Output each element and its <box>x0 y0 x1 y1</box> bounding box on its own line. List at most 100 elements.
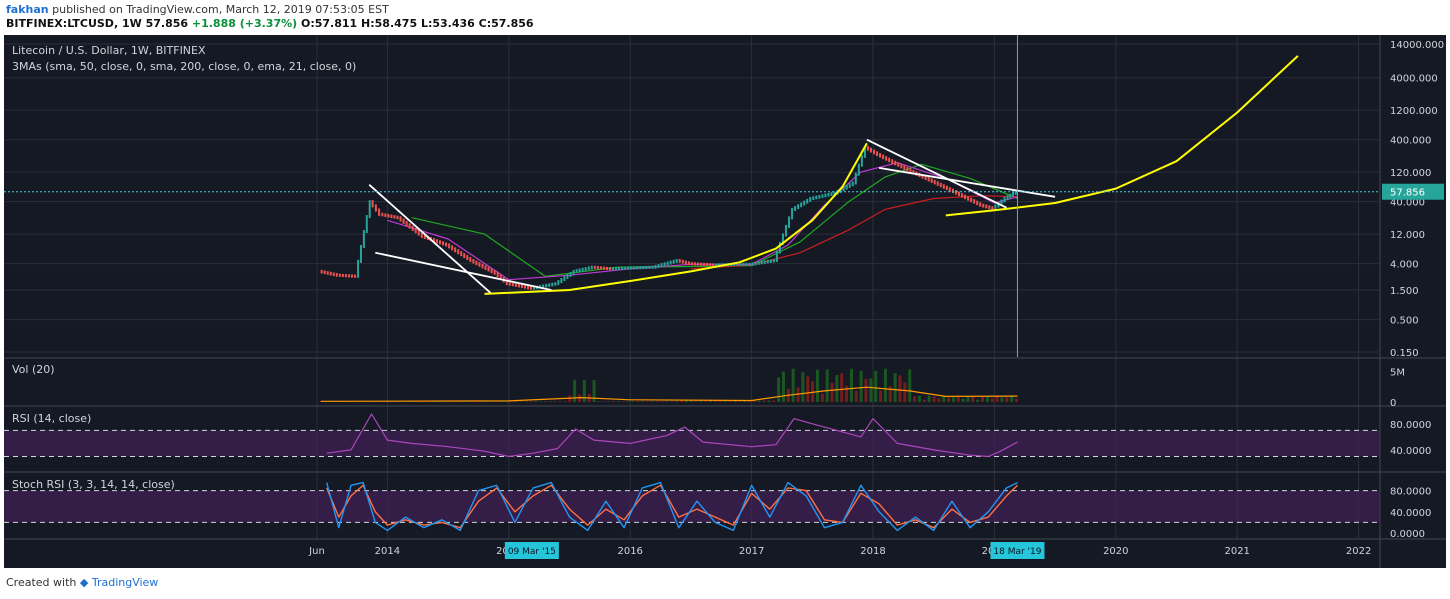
symbol-label: BITFINEX:LTCUSD, 1W <box>6 17 142 30</box>
volume-bar <box>568 395 572 402</box>
author-name[interactable]: fakhan <box>6 3 49 16</box>
price-candle <box>466 255 469 261</box>
price-candle <box>350 274 353 278</box>
price-candle <box>666 261 669 266</box>
volume-bar <box>689 400 693 402</box>
price-candle <box>581 267 584 272</box>
price-candle <box>396 215 399 220</box>
white-trendline <box>375 251 552 291</box>
price-candle <box>566 273 569 280</box>
price-candle <box>921 174 924 179</box>
price-candle <box>435 239 438 244</box>
volume-bar <box>922 399 926 402</box>
price-candle <box>718 263 721 267</box>
price-candle <box>845 184 848 190</box>
volume-bar <box>1005 397 1009 402</box>
volume-bar <box>480 401 484 402</box>
price-candle <box>906 166 909 172</box>
volume-bar <box>670 401 674 402</box>
price-candle <box>590 265 593 270</box>
volume-bar <box>883 368 887 402</box>
change-value: +1.888 (+3.37%) <box>191 17 298 30</box>
volume-bar <box>830 382 834 402</box>
volume-bar <box>811 381 815 402</box>
chart-canvas[interactable]: 14000.000 4000.000 1200.000 400.000 120.000 4… <box>4 35 1446 568</box>
last-price-tick-label: 57.856 <box>1390 188 1425 199</box>
volume-bar <box>777 377 781 402</box>
chart-background <box>4 35 1446 568</box>
price-candle <box>578 268 581 273</box>
price-candle <box>803 200 806 206</box>
price-candle <box>563 276 566 282</box>
volume-bar <box>1010 395 1014 402</box>
price-candle <box>954 190 957 195</box>
volume-bar <box>762 400 766 402</box>
price-candle <box>593 265 596 269</box>
price-candle <box>988 205 991 210</box>
price-candle <box>957 191 960 197</box>
price-candle <box>882 154 885 160</box>
volume-bar <box>917 395 921 402</box>
price-candle <box>687 261 690 266</box>
price-candle <box>866 145 869 151</box>
price-candle <box>608 267 611 271</box>
price-candle <box>654 264 657 269</box>
price-candle <box>788 216 791 228</box>
price-candle <box>520 284 523 289</box>
price-candle <box>341 273 344 278</box>
ma-indicator-label: 3MAs (sma, 50, close, 0, sma, 200, close… <box>12 60 356 73</box>
price-candle <box>939 182 942 188</box>
volume-bar <box>947 397 951 402</box>
volume-bar <box>903 382 907 402</box>
publish-header: fakhan published on TradingView.com, Mar… <box>6 3 389 16</box>
price-candle <box>961 193 964 198</box>
price-candle <box>739 262 742 266</box>
price-candle <box>669 260 672 265</box>
price-candle <box>445 242 448 247</box>
white-trendline <box>368 184 492 294</box>
x-tick-label: 2016 <box>617 546 642 557</box>
price-tick-label: 120.000 <box>1390 168 1431 179</box>
price-candle <box>736 262 739 266</box>
price-candle <box>763 260 766 264</box>
price-candle <box>924 175 927 181</box>
volume-bar <box>573 379 577 402</box>
yellow-support-curve <box>484 142 868 295</box>
volume-bar <box>879 390 883 402</box>
price-candle <box>402 218 405 224</box>
price-candle <box>627 266 630 270</box>
price-candle <box>448 243 451 249</box>
volume-bar <box>898 375 902 402</box>
price-candle <box>329 271 332 276</box>
price-candle <box>378 208 381 216</box>
price-candle <box>800 202 803 208</box>
price-candle <box>648 265 651 269</box>
ma-line-ema-21 <box>387 162 1018 281</box>
volume-bar <box>582 379 586 402</box>
x-tick-label: 2021 <box>1224 546 1249 557</box>
volume-bar <box>519 401 523 402</box>
price-candle <box>371 200 374 208</box>
price-candle <box>481 263 484 269</box>
price-candle <box>839 188 842 193</box>
volume-tick-label: 5M <box>1390 368 1405 379</box>
price-candle <box>797 204 800 210</box>
volume-bar <box>461 401 465 402</box>
tradingview-brand[interactable]: TradingView <box>91 576 159 589</box>
volume-bar <box>849 368 853 402</box>
price-candle <box>408 223 411 229</box>
price-candle <box>766 259 769 264</box>
price-candle <box>630 266 633 270</box>
volume-bar <box>539 401 543 402</box>
price-candle <box>851 181 854 187</box>
price-candle <box>399 216 402 222</box>
price-candle <box>657 264 660 268</box>
tradingview-logo-icon[interactable]: ◆ <box>79 576 89 589</box>
price-candle <box>715 263 718 267</box>
volume-bar <box>820 393 824 402</box>
volume-bar <box>806 376 810 402</box>
volume-bar <box>456 401 460 402</box>
price-candle <box>815 195 818 200</box>
volume-bar <box>626 401 630 402</box>
price-candle <box>690 262 693 266</box>
